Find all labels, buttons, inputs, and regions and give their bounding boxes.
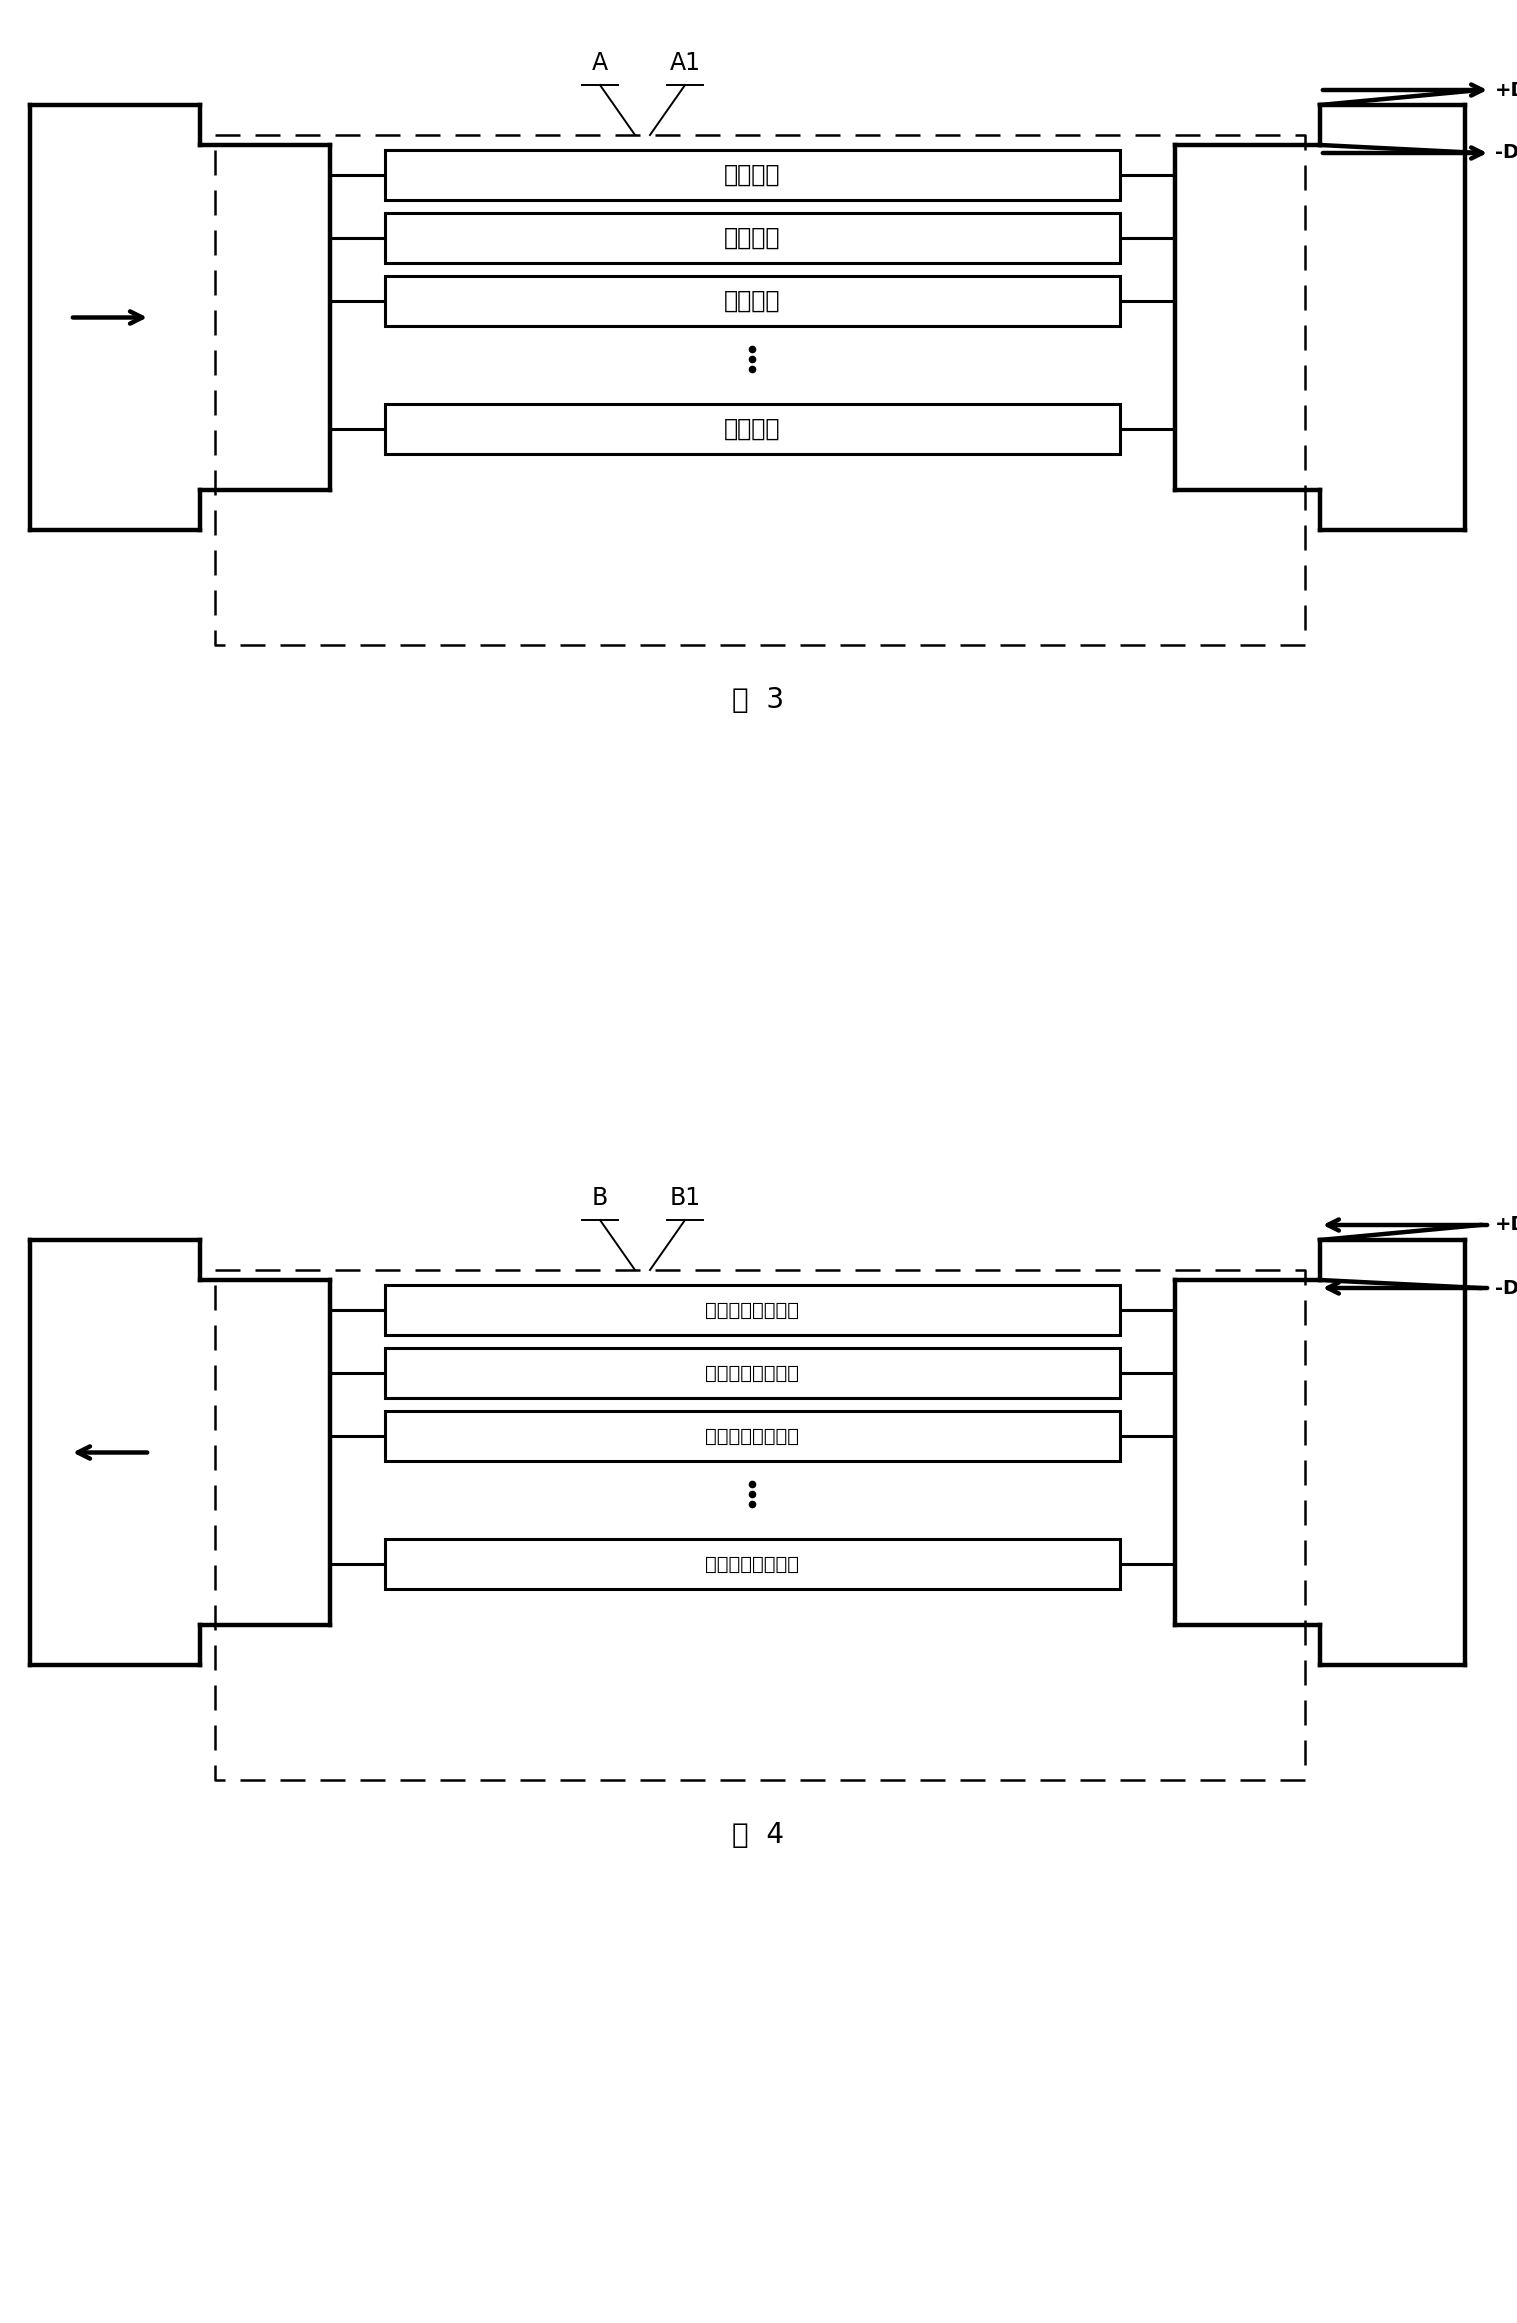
FancyBboxPatch shape	[385, 151, 1120, 200]
Text: +DIFF: +DIFF	[1494, 81, 1517, 100]
Text: -DIFF: -DIFF	[1494, 144, 1517, 163]
Text: B: B	[592, 1187, 608, 1210]
Text: 差分电路: 差分电路	[724, 163, 781, 186]
Text: 差分电路: 差分电路	[724, 288, 781, 314]
Text: -DIFF: -DIFF	[1494, 1278, 1517, 1299]
Text: A: A	[592, 51, 608, 74]
FancyBboxPatch shape	[385, 1540, 1120, 1589]
Text: 差分信号转换电路: 差分信号转换电路	[705, 1426, 799, 1445]
FancyBboxPatch shape	[385, 1347, 1120, 1398]
Text: 差分电路: 差分电路	[724, 418, 781, 441]
Text: B1: B1	[669, 1187, 701, 1210]
Text: A1: A1	[669, 51, 701, 74]
FancyBboxPatch shape	[385, 1410, 1120, 1461]
FancyBboxPatch shape	[385, 276, 1120, 325]
Text: 差分信号转换电路: 差分信号转换电路	[705, 1364, 799, 1382]
Text: 图  4: 图 4	[733, 1821, 784, 1849]
FancyBboxPatch shape	[385, 1285, 1120, 1336]
FancyBboxPatch shape	[385, 214, 1120, 262]
FancyBboxPatch shape	[385, 404, 1120, 453]
Text: +DIFF: +DIFF	[1494, 1215, 1517, 1234]
Text: 差分信号转换电路: 差分信号转换电路	[705, 1554, 799, 1573]
Text: 图  3: 图 3	[731, 685, 784, 713]
Text: 差分信号转换电路: 差分信号转换电路	[705, 1301, 799, 1319]
Text: 差分电路: 差分电路	[724, 225, 781, 251]
